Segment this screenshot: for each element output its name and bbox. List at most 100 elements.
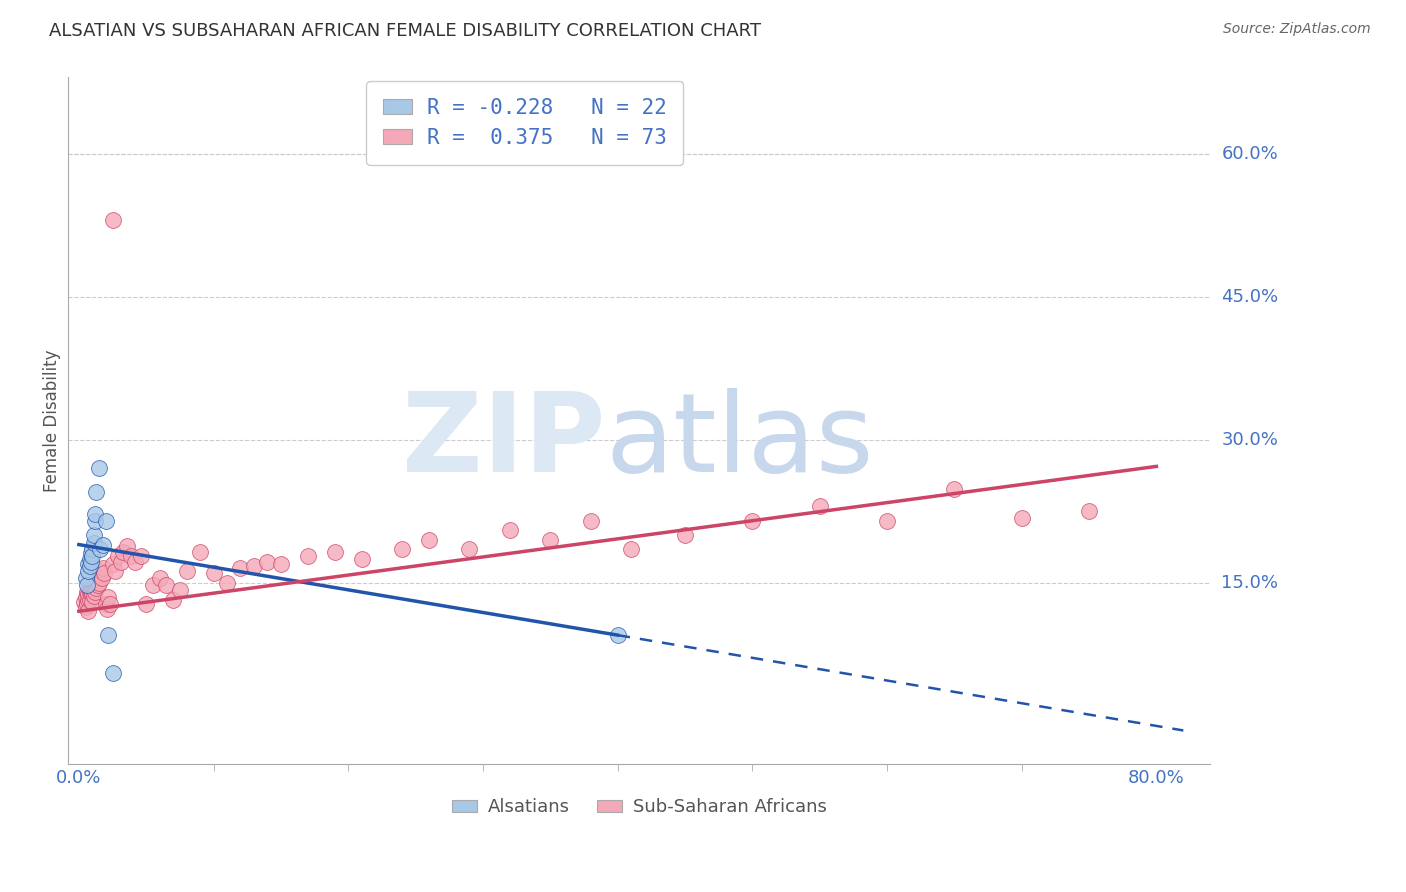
Point: [97, 628, 120, 642]
Point: [350, 552, 373, 566]
Point: [1078, 504, 1101, 518]
Point: [418, 533, 440, 547]
Point: [256, 555, 278, 569]
Point: [101, 666, 124, 681]
Point: [87, 461, 110, 475]
Point: [243, 558, 266, 573]
Point: [84, 507, 107, 521]
Point: [323, 545, 346, 559]
Point: [101, 213, 124, 227]
Point: [94, 597, 117, 611]
Text: atlas: atlas: [605, 388, 873, 495]
Point: [89, 564, 111, 578]
Point: [101, 557, 124, 571]
Y-axis label: Female Disability: Female Disability: [44, 350, 60, 491]
Point: [943, 483, 966, 497]
Point: [229, 561, 252, 575]
Point: [79, 585, 101, 599]
Point: [79, 552, 101, 566]
Point: [86, 485, 108, 500]
Point: [104, 564, 127, 578]
Point: [499, 523, 522, 537]
Point: [80, 555, 103, 569]
Point: [93, 566, 115, 581]
Text: 15.0%: 15.0%: [1222, 574, 1278, 591]
Point: [89, 542, 111, 557]
Point: [90, 571, 112, 585]
Point: [673, 528, 696, 542]
Point: [876, 514, 898, 528]
Point: [162, 592, 184, 607]
Point: [98, 597, 121, 611]
Text: 45.0%: 45.0%: [1222, 288, 1278, 306]
Point: [110, 555, 132, 569]
Point: [297, 549, 319, 563]
Point: [82, 581, 104, 595]
Point: [75, 599, 97, 614]
Point: [83, 589, 105, 603]
Point: [77, 604, 100, 618]
Point: [83, 583, 105, 598]
Point: [83, 535, 105, 549]
Point: [538, 533, 561, 547]
Point: [84, 577, 107, 591]
Point: [155, 577, 177, 591]
Point: [120, 549, 142, 563]
Point: [458, 542, 481, 557]
Point: [76, 597, 98, 611]
Point: [620, 542, 643, 557]
Point: [87, 568, 110, 582]
Point: [579, 514, 602, 528]
Point: [86, 574, 108, 588]
Point: [83, 528, 105, 542]
Point: [270, 557, 292, 571]
Point: [82, 595, 104, 609]
Point: [82, 549, 104, 563]
Point: [87, 571, 110, 585]
Legend: Alsatians, Sub-Saharan Africans: Alsatians, Sub-Saharan Africans: [444, 791, 834, 823]
Point: [142, 577, 165, 591]
Point: [91, 537, 114, 551]
Point: [107, 549, 129, 563]
Point: [86, 582, 108, 596]
Text: Source: ZipAtlas.com: Source: ZipAtlas.com: [1223, 22, 1371, 37]
Point: [84, 514, 107, 528]
Point: [176, 564, 198, 578]
Point: [77, 557, 100, 571]
Point: [82, 542, 104, 557]
Point: [77, 592, 100, 607]
Point: [135, 597, 157, 611]
Text: ZIP: ZIP: [402, 388, 605, 495]
Point: [129, 549, 152, 563]
Point: [124, 555, 146, 569]
Text: 30.0%: 30.0%: [1222, 431, 1278, 449]
Point: [149, 571, 172, 585]
Point: [84, 585, 107, 599]
Point: [76, 585, 98, 599]
Point: [202, 566, 225, 581]
Point: [112, 545, 135, 559]
Point: [87, 577, 110, 591]
Point: [117, 540, 139, 554]
Point: [77, 564, 100, 578]
Point: [87, 575, 110, 590]
Point: [76, 577, 98, 591]
Point: [82, 587, 104, 601]
Point: [391, 542, 413, 557]
Point: [79, 558, 101, 573]
Point: [80, 583, 103, 598]
Point: [169, 583, 191, 598]
Text: 60.0%: 60.0%: [1222, 145, 1278, 162]
Point: [80, 546, 103, 560]
Point: [73, 595, 96, 609]
Point: [188, 545, 211, 559]
Point: [808, 500, 831, 514]
Point: [91, 561, 114, 575]
Point: [75, 590, 97, 604]
Point: [79, 592, 101, 607]
Point: [80, 587, 103, 601]
Point: [97, 590, 120, 604]
Point: [96, 602, 118, 616]
Point: [1011, 511, 1033, 525]
Point: [75, 571, 97, 585]
